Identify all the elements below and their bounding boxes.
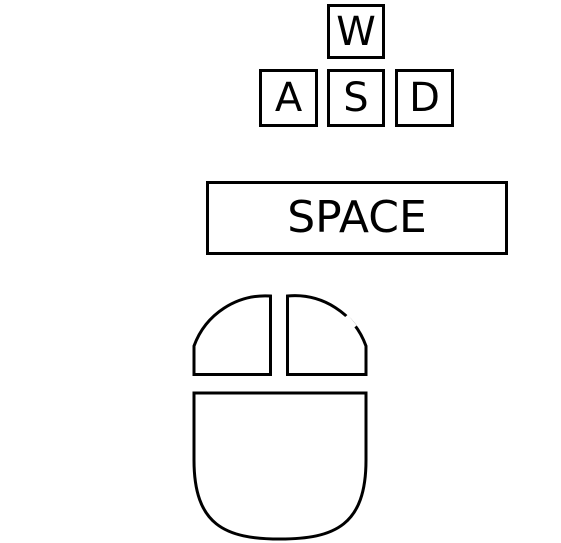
- key-a-label: A: [274, 75, 303, 121]
- key-s: S: [327, 69, 385, 127]
- mouse-body: [192, 391, 368, 541]
- key-w: W: [327, 4, 385, 59]
- left-mouse-button: [192, 294, 272, 376]
- key-space-label: SPACE: [287, 192, 427, 243]
- key-d-label: D: [409, 75, 440, 121]
- key-a: A: [259, 69, 318, 127]
- key-d: D: [395, 69, 454, 127]
- key-space: SPACE: [206, 181, 508, 255]
- right-mouse-button: [286, 294, 368, 376]
- key-w-label: W: [336, 8, 376, 55]
- key-s-label: S: [343, 75, 369, 121]
